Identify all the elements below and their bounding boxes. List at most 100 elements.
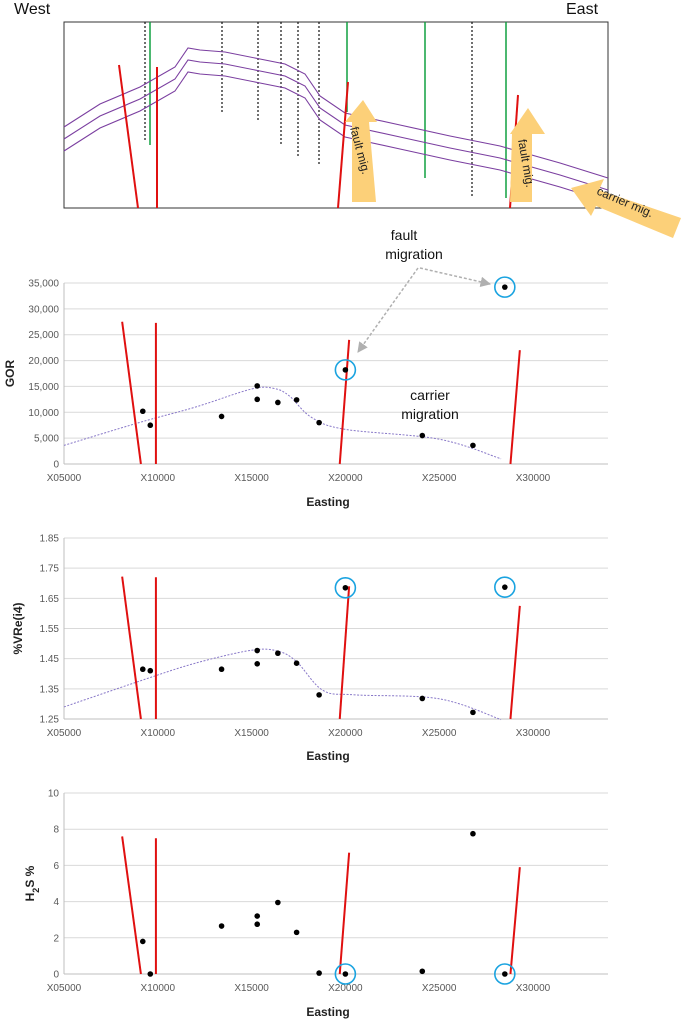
x-tick-label: X20000 bbox=[328, 473, 363, 484]
x-tick-label: X30000 bbox=[516, 983, 551, 994]
data-point bbox=[342, 971, 349, 977]
data-point bbox=[502, 284, 508, 290]
y-tick-label: 20,000 bbox=[28, 356, 59, 367]
y-tick-label: 5,000 bbox=[34, 434, 59, 445]
x-tick-label: X10000 bbox=[141, 983, 176, 994]
data-point bbox=[419, 968, 426, 975]
y-tick-label: 1.35 bbox=[40, 684, 60, 695]
x-tick-label: X05000 bbox=[47, 728, 82, 739]
x-tick-label: X15000 bbox=[234, 983, 269, 994]
h2s-chart: 0 2 4 6 8 10 X05000 X10000 X15000 X20000 X25000 X30… bbox=[23, 789, 608, 1019]
data-point bbox=[218, 413, 225, 420]
data-point bbox=[139, 408, 146, 415]
data-point bbox=[147, 422, 154, 429]
fault-line bbox=[509, 350, 521, 465]
data-point bbox=[254, 647, 261, 654]
x-tick-label: X20000 bbox=[328, 983, 363, 994]
data-point bbox=[502, 584, 508, 590]
highlight-circle bbox=[494, 576, 516, 598]
x-tick-label: X10000 bbox=[141, 728, 176, 739]
y-tick-label: 30,000 bbox=[28, 304, 59, 315]
x-tick-label: X05000 bbox=[47, 983, 82, 994]
vre-chart: 1.25 1.35 1.45 1.55 1.65 1.75 1.85 X05000 X10000… bbox=[11, 534, 608, 763]
data-point bbox=[139, 666, 146, 673]
y-tick-label: 25,000 bbox=[28, 330, 59, 341]
y-tick-label: 10 bbox=[48, 789, 60, 800]
y-tick-label: 1.85 bbox=[40, 534, 60, 545]
data-point bbox=[342, 367, 349, 373]
west-label: West bbox=[14, 1, 51, 18]
data-point bbox=[419, 695, 426, 702]
cross-section-panel: West East fault mig. fault mig.carrier mi… bbox=[14, 1, 681, 238]
east-label: East bbox=[566, 1, 599, 18]
data-point bbox=[316, 692, 322, 698]
y-tick-label: 1.45 bbox=[40, 654, 60, 665]
data-point bbox=[254, 396, 261, 403]
trend-curve bbox=[63, 386, 502, 460]
y-tick-label: 1.55 bbox=[40, 624, 60, 635]
data-point bbox=[470, 442, 476, 449]
data-point bbox=[293, 660, 300, 666]
y-tick-label: 1.25 bbox=[40, 715, 60, 726]
x-tick-label: X25000 bbox=[422, 728, 457, 739]
data-point bbox=[275, 650, 281, 657]
data-point bbox=[502, 971, 508, 977]
fault-migration-arrow bbox=[510, 108, 545, 202]
pointer-arrow bbox=[357, 267, 419, 353]
data-point bbox=[147, 667, 154, 674]
data-point bbox=[254, 913, 261, 919]
data-point bbox=[218, 666, 225, 673]
y-axis-title: GOR bbox=[3, 360, 17, 388]
horizon-line bbox=[63, 59, 609, 191]
y-axis-title: H2S % bbox=[23, 865, 41, 901]
data-point bbox=[316, 970, 322, 976]
x-tick-label: X15000 bbox=[234, 473, 269, 484]
y-tick-label: 10,000 bbox=[28, 408, 59, 419]
y-tick-label: 8 bbox=[53, 825, 59, 836]
carrier-migration-annotation-line1: carrier bbox=[410, 387, 450, 403]
horizon-line bbox=[63, 47, 609, 179]
y-tick-label: 4 bbox=[53, 897, 59, 908]
data-point bbox=[147, 971, 154, 977]
y-tick-label: 0 bbox=[53, 970, 59, 981]
y-axis-title: %VRe(i4) bbox=[11, 602, 25, 654]
gor-chart: 0 5,000 10,000 15,000 20,000 25,000 30,000 35,0… bbox=[3, 276, 608, 509]
data-point bbox=[293, 397, 300, 403]
x-tick-label: X10000 bbox=[141, 473, 176, 484]
x-axis-title: Easting bbox=[306, 495, 349, 509]
x-tick-label: X30000 bbox=[516, 473, 551, 484]
y-tick-label: 15,000 bbox=[28, 382, 59, 393]
fault-line bbox=[338, 852, 351, 975]
trend-curve bbox=[63, 648, 502, 721]
data-point bbox=[254, 383, 261, 389]
data-point bbox=[275, 399, 281, 406]
fault-line bbox=[509, 867, 521, 975]
x-tick-label: X20000 bbox=[328, 728, 363, 739]
highlight-circle bbox=[334, 963, 357, 985]
data-point bbox=[293, 929, 300, 936]
fault-line bbox=[121, 321, 142, 465]
y-tick-label: 1.75 bbox=[40, 564, 60, 575]
data-point bbox=[139, 938, 146, 945]
data-point bbox=[470, 830, 476, 837]
highlight-circle bbox=[334, 359, 357, 381]
y-tick-label: 35,000 bbox=[28, 279, 59, 290]
fault-line bbox=[338, 586, 351, 720]
x-axis-title: Easting bbox=[306, 749, 349, 763]
x-axis-title: Easting bbox=[306, 1005, 349, 1019]
x-tick-label: X05000 bbox=[47, 473, 82, 484]
y-tick-label: 2 bbox=[53, 933, 59, 944]
data-point bbox=[275, 899, 281, 906]
y-tick-label: 6 bbox=[53, 861, 59, 872]
x-tick-label: X25000 bbox=[422, 983, 457, 994]
pointer-arrow bbox=[419, 267, 492, 288]
data-point bbox=[419, 432, 426, 439]
fault-line bbox=[121, 576, 142, 720]
fault-line bbox=[118, 64, 139, 209]
data-point bbox=[342, 584, 349, 591]
horizon-line bbox=[63, 71, 609, 203]
fault-line bbox=[509, 605, 521, 720]
x-tick-label: X15000 bbox=[234, 728, 269, 739]
x-tick-label: X30000 bbox=[516, 728, 551, 739]
